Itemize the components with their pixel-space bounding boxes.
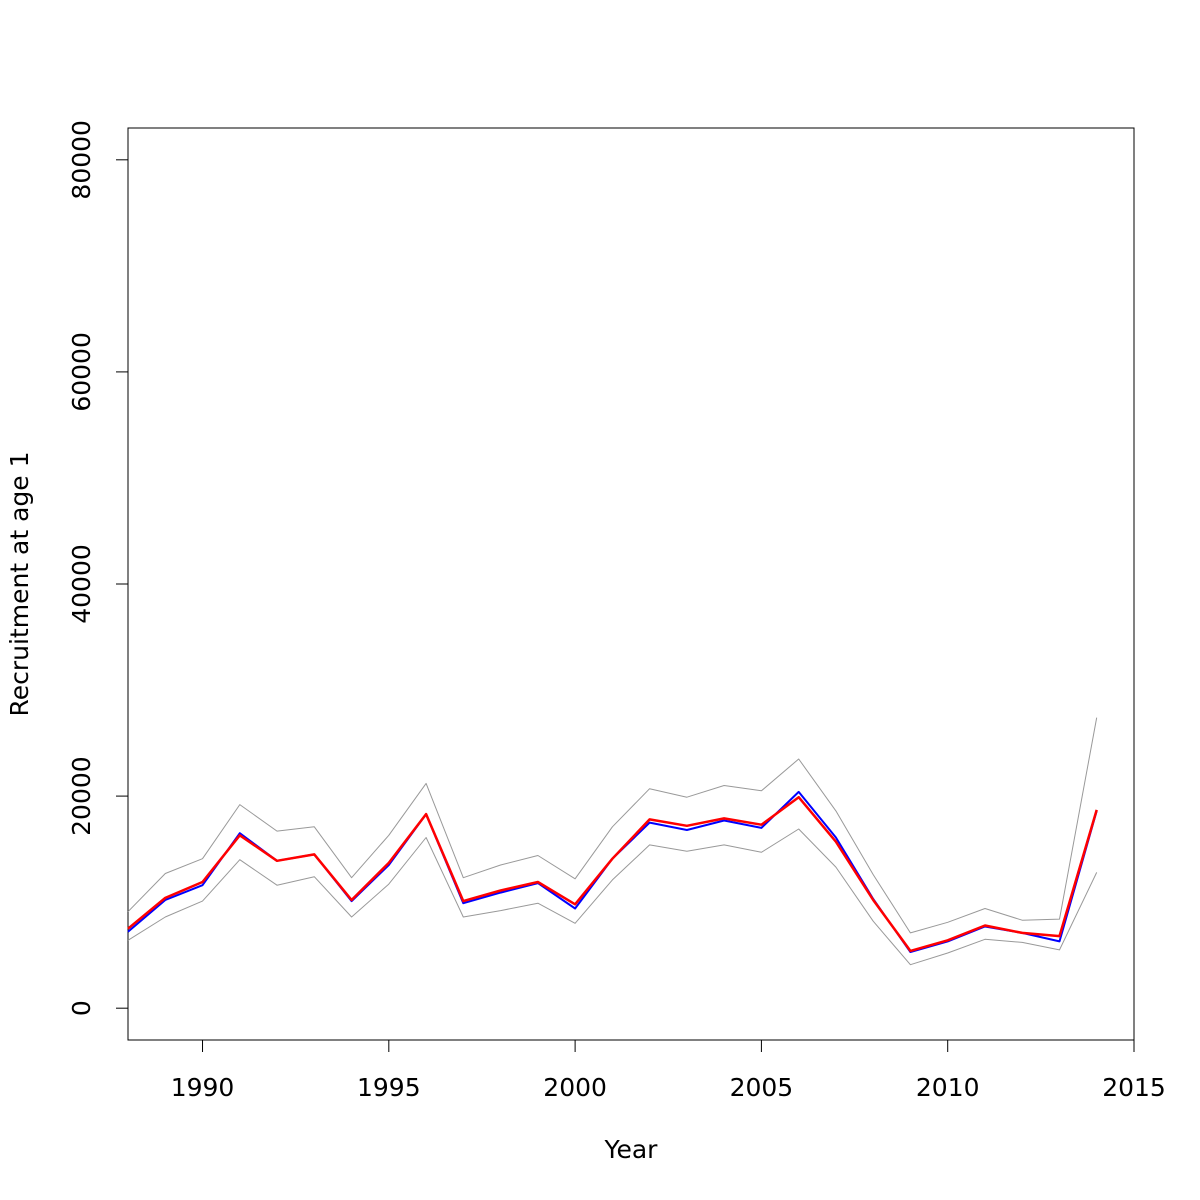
- y-tick-label: 20000: [67, 756, 96, 836]
- x-tick-label: 2015: [1102, 1073, 1166, 1102]
- y-axis: 0 20000 40000 60000 80000: [67, 120, 129, 1016]
- y-tick-label: 60000: [67, 332, 96, 412]
- series-layer: [127, 717, 1098, 966]
- series-line-3: [127, 790, 1098, 953]
- x-tick-label: 1990: [171, 1073, 235, 1102]
- series-line-2: [127, 828, 1098, 966]
- x-axis: 1990 1995 2000 2005 2010 2015: [171, 1039, 1166, 1102]
- plot-frame: [127, 127, 1135, 1041]
- y-tick-label: 0: [67, 1000, 96, 1016]
- y-axis-label: Recruitment at age 1: [5, 451, 34, 716]
- x-tick-label: 2010: [916, 1073, 980, 1102]
- series-line-1: [127, 717, 1098, 934]
- series-line-4: [127, 795, 1098, 953]
- x-tick-label: 2000: [543, 1073, 607, 1102]
- x-axis-label: Year: [604, 1135, 659, 1164]
- y-tick-label: 40000: [67, 544, 96, 624]
- x-tick-label: 1995: [357, 1073, 421, 1102]
- x-tick-label: 2005: [730, 1073, 794, 1102]
- y-tick-label: 80000: [67, 120, 96, 200]
